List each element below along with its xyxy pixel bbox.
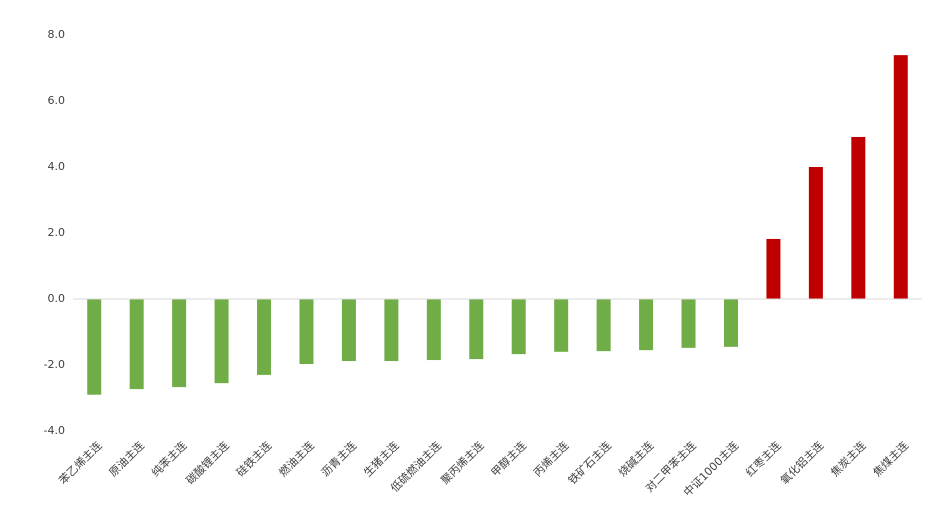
bar	[554, 299, 569, 352]
bar	[639, 299, 654, 351]
y-tick-label: 2.0	[48, 226, 66, 239]
x-tick-label: 甲醇主连	[488, 438, 529, 479]
x-tick-label: 硅铁主连	[234, 439, 274, 479]
bar	[766, 238, 781, 299]
y-tick-label: 4.0	[48, 160, 66, 173]
x-tick-label: 生猪主连	[361, 438, 402, 479]
y-tick-label: -2.0	[44, 358, 65, 371]
bar	[851, 136, 866, 299]
x-tick-label: 铁矿石主连	[566, 439, 614, 487]
x-tick-label: 氧化铝主连	[777, 438, 826, 487]
y-tick-label: 6.0	[48, 94, 66, 107]
x-tick-label: 燃油主连	[276, 438, 317, 479]
x-tick-label: 聚丙烯主连	[438, 439, 486, 487]
x-tick-label: 原油主连	[106, 438, 147, 479]
bar	[426, 299, 441, 361]
x-tick-label: 焦煤主连	[871, 439, 911, 479]
bar	[214, 299, 229, 384]
x-tick-label: 烧碱主连	[616, 439, 656, 479]
x-tick-label: 沥青主连	[319, 439, 359, 479]
bar	[596, 299, 611, 352]
bar	[299, 299, 314, 365]
bar	[384, 299, 399, 362]
bar	[681, 299, 696, 348]
bar	[511, 299, 526, 355]
x-tick-label: 红枣主连	[743, 439, 783, 479]
bar	[723, 299, 738, 347]
x-tick-label: 苯乙烯主连	[56, 438, 105, 487]
y-tick-label: 0.0	[48, 292, 66, 305]
bar	[893, 55, 908, 299]
y-tick-label: 8.0	[48, 28, 66, 41]
bar	[341, 299, 356, 362]
bar	[469, 299, 484, 360]
x-tick-label: 纯苯主连	[148, 438, 189, 479]
x-tick-label: 丙烯主连	[531, 439, 571, 479]
bar	[257, 299, 272, 375]
bar	[129, 299, 144, 390]
bar	[87, 299, 102, 395]
x-tick-label: 焦炭主连	[828, 439, 868, 479]
bar	[172, 299, 187, 388]
y-tick-label: -4.0	[44, 424, 65, 437]
bar	[808, 167, 823, 299]
x-tick-label: 碳酸锂主连	[183, 438, 232, 487]
